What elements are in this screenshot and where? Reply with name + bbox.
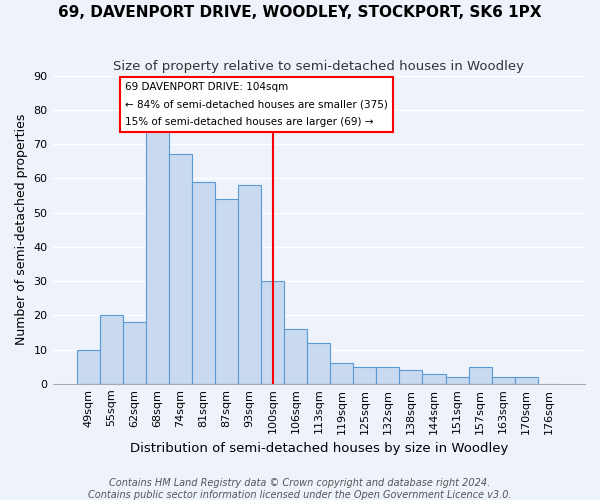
Bar — [422, 374, 446, 384]
Bar — [376, 366, 400, 384]
Bar — [123, 322, 146, 384]
Bar — [100, 316, 123, 384]
Bar — [491, 377, 515, 384]
Bar — [146, 127, 169, 384]
Bar — [469, 366, 491, 384]
Title: Size of property relative to semi-detached houses in Woodley: Size of property relative to semi-detach… — [113, 60, 524, 73]
Bar — [446, 377, 469, 384]
Bar — [215, 199, 238, 384]
Bar — [77, 350, 100, 384]
Bar — [169, 154, 192, 384]
Bar — [238, 185, 261, 384]
Bar — [400, 370, 422, 384]
Bar — [192, 182, 215, 384]
Bar — [515, 377, 538, 384]
Y-axis label: Number of semi-detached properties: Number of semi-detached properties — [15, 114, 28, 346]
Text: Contains HM Land Registry data © Crown copyright and database right 2024.
Contai: Contains HM Land Registry data © Crown c… — [88, 478, 512, 500]
X-axis label: Distribution of semi-detached houses by size in Woodley: Distribution of semi-detached houses by … — [130, 442, 508, 455]
Text: 69, DAVENPORT DRIVE, WOODLEY, STOCKPORT, SK6 1PX: 69, DAVENPORT DRIVE, WOODLEY, STOCKPORT,… — [58, 5, 542, 20]
Bar — [330, 364, 353, 384]
Bar — [284, 329, 307, 384]
Text: 69 DAVENPORT DRIVE: 104sqm
← 84% of semi-detached houses are smaller (375)
15% o: 69 DAVENPORT DRIVE: 104sqm ← 84% of semi… — [125, 82, 388, 127]
Bar — [307, 342, 330, 384]
Bar — [261, 281, 284, 384]
Bar — [353, 366, 376, 384]
